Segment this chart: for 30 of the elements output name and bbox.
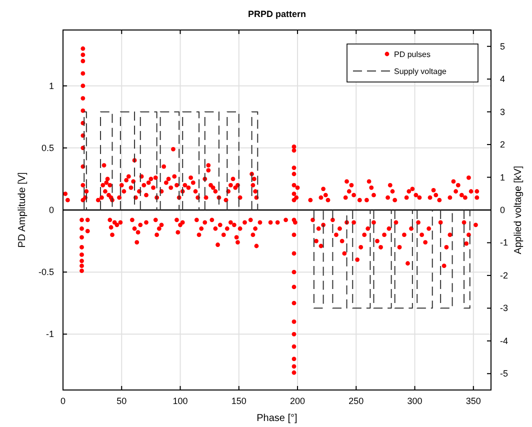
y-tick-label: 1 — [48, 80, 54, 91]
x-tick-label: 350 — [466, 396, 481, 406]
y-axis-title: PD Amplitude [V] — [17, 172, 28, 248]
y2-tick-label: -2 — [500, 270, 508, 280]
y2-axis-title: Applied voltage [kV] — [513, 166, 524, 254]
y2-tick-label: -1 — [500, 238, 508, 248]
y2-tick-label: -5 — [500, 368, 508, 379]
x-tick-label: 100 — [172, 396, 188, 406]
chart-title: PRPD pattern — [248, 9, 306, 19]
y2-tick-label: 3 — [500, 106, 506, 117]
y-tick-label: 0 — [48, 205, 54, 215]
y2-tick-label: 0 — [500, 205, 506, 215]
legend-label: PD pulses — [394, 50, 430, 59]
x-axis-title: Phase [°] — [256, 413, 298, 424]
y-tick-label: -0.5 — [38, 267, 54, 278]
x-tick-label: 300 — [407, 396, 422, 406]
legend-label: Supply voltage — [394, 67, 448, 76]
y2-tick-label: -4 — [500, 336, 508, 346]
x-tick-label: 50 — [116, 396, 127, 406]
y2-tick-label: 1 — [500, 172, 506, 182]
y2-tick-label: 5 — [500, 41, 506, 52]
x-tick-label: 150 — [231, 396, 246, 406]
y-tick-label: -1 — [46, 329, 54, 340]
y-tick-label: 0.5 — [41, 142, 54, 153]
y2-tick-label: -3 — [500, 303, 508, 314]
x-tick-label: 200 — [290, 396, 306, 406]
x-tick-label: 250 — [348, 396, 364, 406]
x-tick-label: 0 — [60, 396, 66, 406]
y2-tick-label: 4 — [500, 74, 506, 84]
y2-tick-label: 2 — [500, 140, 506, 150]
